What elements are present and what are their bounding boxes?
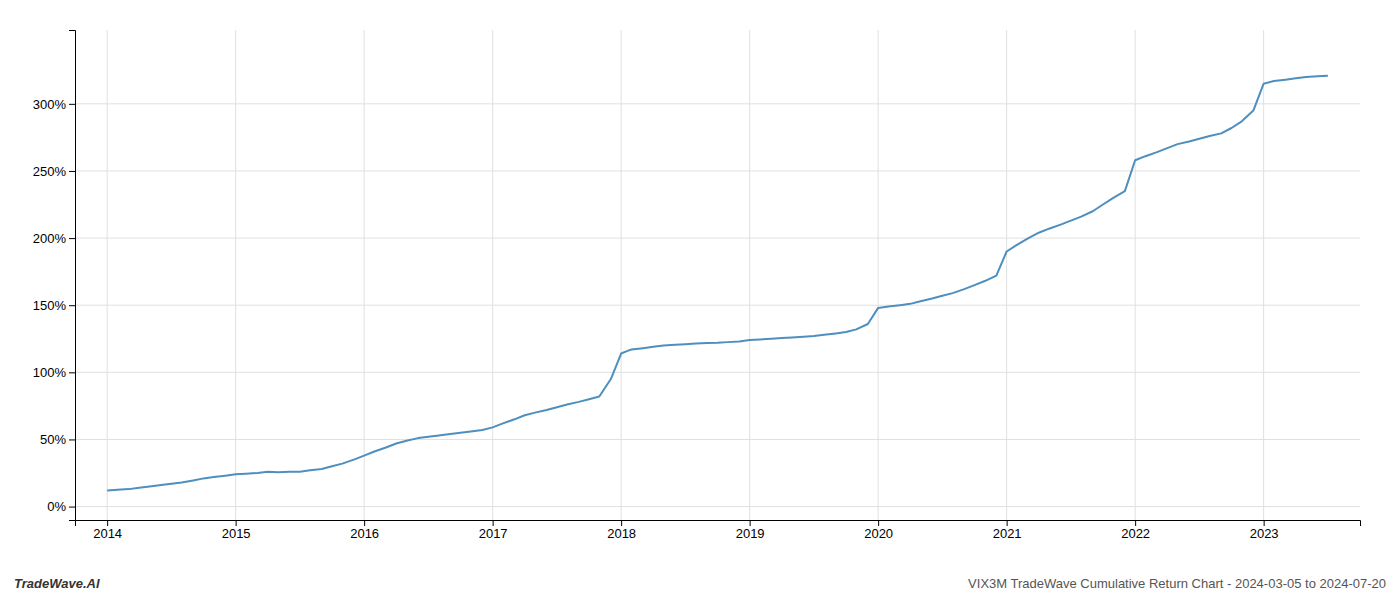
y-tick: 300% <box>33 96 75 111</box>
y-grid-line <box>75 238 1360 239</box>
x-tick: 2017 <box>479 520 508 541</box>
y-tick-mark <box>69 372 75 373</box>
marks <box>107 76 1328 491</box>
x-tick: 2022 <box>1121 520 1150 541</box>
x-tick: 2016 <box>350 520 379 541</box>
x-tick-label: 2020 <box>864 526 893 541</box>
y-tick: 200% <box>33 231 75 246</box>
y-tick-label: 250% <box>33 164 67 179</box>
x-tick: 2021 <box>993 520 1022 541</box>
y-grid-line <box>75 506 1360 507</box>
y-grid-line <box>75 170 1360 171</box>
grid <box>75 30 1360 520</box>
x-tick-mark <box>107 520 108 526</box>
y-tick-label: 50% <box>40 432 66 447</box>
x-tick: 2019 <box>736 520 765 541</box>
y-tick: 100% <box>33 365 75 380</box>
y-tick-mark <box>69 104 75 105</box>
x-tick: 2014 <box>93 520 122 541</box>
y-axis-line <box>69 31 76 521</box>
x-tick: 2020 <box>864 520 893 541</box>
y-grid-line <box>75 103 1360 104</box>
y-grid-line <box>75 305 1360 306</box>
x-tick-mark <box>750 520 751 526</box>
x-tick-mark <box>493 520 494 526</box>
x-tick-label: 2015 <box>222 526 251 541</box>
x-tick-label: 2022 <box>1121 526 1150 541</box>
x-tick-mark <box>1135 520 1136 526</box>
y-tick-mark <box>69 238 75 239</box>
x-tick-mark <box>1264 520 1265 526</box>
y-tick-label: 200% <box>33 231 67 246</box>
y-tick-label: 0% <box>47 499 66 514</box>
x-tick-label: 2018 <box>607 526 636 541</box>
footer-left: TradeWave.AI <box>14 576 100 591</box>
x-tick: 2018 <box>607 520 636 541</box>
y-axis: 0% 50% 100% 150% 200% 250% 300% <box>33 31 76 521</box>
y-grid-line <box>75 372 1360 373</box>
x-tick-mark <box>236 520 237 526</box>
chart: 2014 2015 2016 2017 2018 2019 2020 2021 2022 2023… <box>0 0 1400 600</box>
y-tick: 150% <box>33 298 75 313</box>
line <box>107 76 1328 491</box>
x-tick-mark <box>364 520 365 526</box>
x-tick-mark <box>621 520 622 526</box>
x-axis-line <box>76 521 1361 527</box>
x-tick-label: 2023 <box>1250 526 1279 541</box>
x-tick-label: 2014 <box>93 526 122 541</box>
y-tick-mark <box>69 439 75 440</box>
y-grid-line <box>75 439 1360 440</box>
x-tick-mark <box>1007 520 1008 526</box>
x-tick-label: 2016 <box>350 526 379 541</box>
y-tick-mark <box>69 171 75 172</box>
y-tick: 50% <box>40 432 75 447</box>
x-tick-label: 2021 <box>993 526 1022 541</box>
y-tick-label: 100% <box>33 365 67 380</box>
y-tick: 0% <box>47 499 75 514</box>
x-axis: 2014 2015 2016 2017 2018 2019 2020 2021 2022 2023 <box>76 520 1361 541</box>
footer-right: VIX3M TradeWave Cumulative Return Chart … <box>968 576 1386 591</box>
x-tick-mark <box>878 520 879 526</box>
y-tick-mark <box>69 305 75 306</box>
plot: 2014 2015 2016 2017 2018 2019 2020 2021 2022 2023… <box>33 30 1361 541</box>
x-tick: 2015 <box>222 520 251 541</box>
x-tick-label: 2019 <box>736 526 765 541</box>
x-tick: 2023 <box>1250 520 1279 541</box>
y-tick-label: 300% <box>33 96 67 111</box>
y-tick-mark <box>69 507 75 508</box>
y-tick-label: 150% <box>33 298 67 313</box>
y-tick: 250% <box>33 164 75 179</box>
x-tick-label: 2017 <box>479 526 508 541</box>
